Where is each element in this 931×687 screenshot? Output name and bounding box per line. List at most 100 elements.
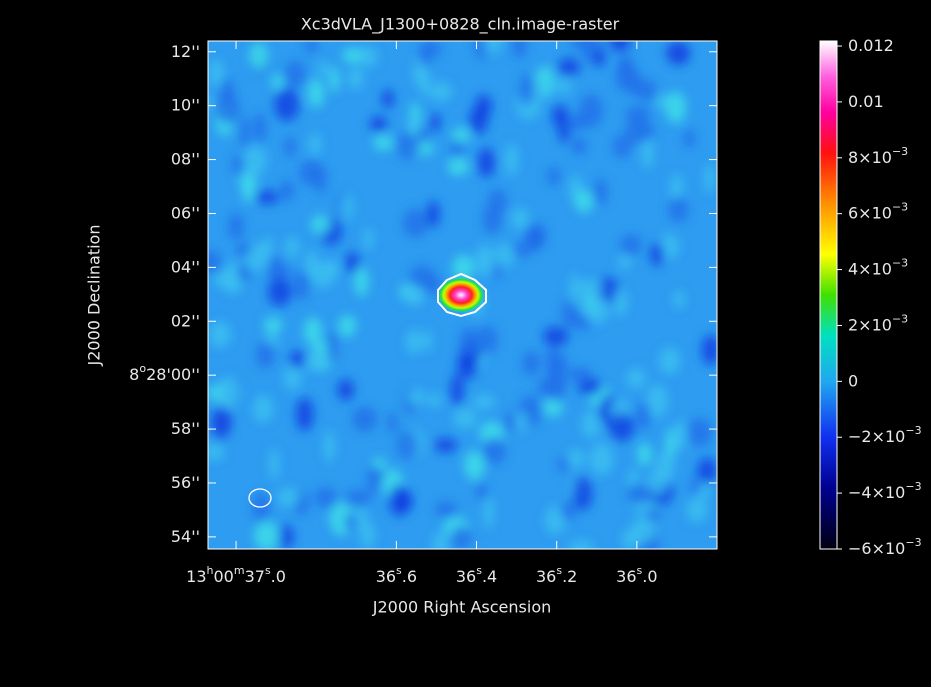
noise-blob bbox=[483, 41, 503, 54]
noise-blob bbox=[252, 492, 271, 524]
noise-blob bbox=[400, 286, 423, 303]
noise-blob bbox=[434, 501, 458, 518]
noise-blob bbox=[381, 89, 395, 109]
noise-blob bbox=[474, 244, 495, 277]
noise-blob bbox=[329, 66, 340, 93]
noise-blob bbox=[340, 193, 354, 220]
noise-blob bbox=[646, 384, 669, 418]
noise-blob bbox=[609, 41, 631, 53]
noise-blob bbox=[431, 532, 449, 549]
noise-blob bbox=[669, 173, 684, 203]
noise-blob bbox=[304, 41, 318, 53]
noise-blob bbox=[310, 261, 336, 288]
noise-blob bbox=[615, 61, 637, 92]
noise-blob bbox=[344, 251, 360, 274]
noise-blob bbox=[666, 41, 691, 66]
noise-blob bbox=[568, 540, 595, 549]
noise-blob bbox=[276, 487, 300, 508]
y-tick-label-part: 54'' bbox=[171, 526, 200, 545]
noise-blob bbox=[239, 116, 251, 150]
noise-blob bbox=[429, 81, 453, 102]
noise-blob bbox=[254, 190, 280, 205]
noise-blob bbox=[342, 47, 366, 64]
noise-blob bbox=[271, 73, 284, 90]
noise-blob bbox=[463, 450, 486, 481]
noise-blob bbox=[427, 393, 442, 408]
noise-blob bbox=[344, 512, 358, 532]
colorbar-tick-label: 4×10−3 bbox=[848, 257, 908, 279]
noise-blob bbox=[593, 178, 608, 206]
noise-blob bbox=[208, 250, 222, 274]
noise-blob bbox=[686, 418, 713, 447]
noise-blob bbox=[487, 188, 508, 215]
noise-blob bbox=[701, 335, 717, 365]
x-tick-label-part: 37 bbox=[245, 567, 265, 586]
y-tick-label: 56'' bbox=[171, 472, 200, 491]
x-tick-label: 36s.4 bbox=[456, 564, 497, 586]
noise-blob bbox=[584, 294, 610, 324]
colorbar-tick-label-part: −3 bbox=[905, 424, 921, 437]
noise-blob bbox=[310, 215, 332, 234]
beam bbox=[248, 488, 272, 508]
noise-blob bbox=[523, 222, 547, 249]
x-tick-label-part: 00 bbox=[214, 567, 234, 586]
colorbar-tick-label: −2×10−3 bbox=[848, 424, 922, 446]
noise-blob bbox=[453, 407, 478, 429]
noise-blob bbox=[557, 57, 581, 76]
noise-blob bbox=[650, 242, 665, 267]
noise-blob bbox=[516, 411, 528, 432]
y-tick-label-part: 08'' bbox=[171, 149, 200, 168]
x-tick-label: 13h00m37s.0 bbox=[186, 564, 286, 586]
x-axis-label: J2000 Right Ascension bbox=[372, 598, 552, 617]
noise-blob bbox=[696, 457, 717, 484]
noise-blob bbox=[472, 394, 496, 410]
noise-blob bbox=[673, 290, 686, 309]
noise-blob bbox=[450, 525, 472, 549]
noise-blob bbox=[208, 321, 232, 348]
noise-blob bbox=[347, 66, 364, 90]
noise-blob bbox=[638, 79, 658, 102]
noise-blob bbox=[298, 159, 323, 186]
x-tick-label-part: m bbox=[234, 564, 245, 577]
x-tick-label-part: .2 bbox=[562, 567, 577, 586]
noise-blob bbox=[323, 430, 336, 463]
noise-blob bbox=[268, 447, 280, 481]
noise-blob bbox=[314, 487, 338, 508]
noise-blob bbox=[308, 133, 322, 156]
image-raster bbox=[208, 41, 717, 549]
noise-blob bbox=[354, 266, 369, 297]
x-tick-label-part: 36 bbox=[536, 567, 556, 586]
noise-blob bbox=[503, 412, 516, 433]
noise-blob bbox=[659, 347, 681, 375]
noise-blob bbox=[292, 270, 310, 301]
noise-blob bbox=[619, 234, 643, 256]
noise-blob bbox=[434, 437, 458, 453]
noise-blob bbox=[483, 495, 494, 529]
noise-blob bbox=[284, 236, 300, 258]
noise-blob bbox=[511, 207, 530, 231]
noise-blob bbox=[387, 412, 398, 433]
colorbar-tick-label-part: −6×10 bbox=[848, 539, 905, 558]
noise-blob bbox=[494, 242, 515, 268]
noise-blob bbox=[253, 520, 280, 549]
noise-blob bbox=[406, 389, 426, 405]
noise-blob bbox=[303, 317, 323, 346]
noise-blob bbox=[277, 524, 294, 549]
noise-blob bbox=[284, 60, 306, 88]
noise-blob bbox=[223, 261, 241, 295]
noise-blob bbox=[274, 88, 300, 122]
noise-blob bbox=[570, 41, 589, 49]
colorbar-tick-label-part: 8×10 bbox=[848, 147, 892, 166]
noise-blob bbox=[512, 41, 527, 59]
x-tick-label: 36s.6 bbox=[376, 564, 417, 586]
contour bbox=[437, 272, 487, 318]
y-tick-label: 06'' bbox=[171, 203, 200, 222]
y-tick-label: 12'' bbox=[171, 41, 200, 60]
noise-blob bbox=[267, 255, 284, 285]
colorbar bbox=[819, 40, 838, 550]
noise-blob bbox=[295, 397, 314, 432]
noise-blob bbox=[660, 233, 680, 259]
colorbar-tick-label-part: −2×10 bbox=[848, 427, 905, 446]
noise-blob bbox=[396, 130, 420, 160]
